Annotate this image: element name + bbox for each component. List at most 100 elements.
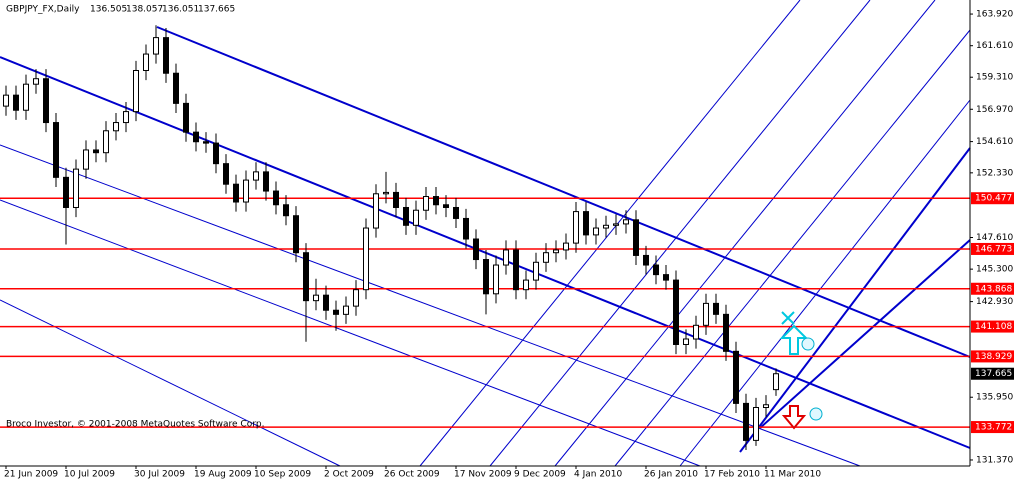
candle-body [293, 215, 299, 254]
candle-body [693, 324, 699, 340]
candle-body [373, 193, 379, 229]
candle-body [353, 289, 359, 307]
y-tick-label: 145.300 [976, 265, 1013, 275]
candles [3, 25, 779, 450]
candle-body [363, 227, 369, 291]
candle-body [753, 407, 759, 441]
level-label: 143.868 [975, 284, 1012, 294]
cross-icon [781, 311, 795, 325]
candle-body [183, 102, 189, 133]
candle-body [533, 261, 539, 281]
y-axis: 163.920 161.610 159.310 156.970 154.610 152.3… [970, 10, 1014, 465]
candle-body [403, 206, 409, 226]
y-tick-label: 135.950 [976, 393, 1013, 403]
candle-body [433, 196, 439, 206]
level-label-bg [971, 192, 1014, 205]
x-tick-label: 4 Jan 2010 [574, 470, 622, 480]
candle-body [453, 206, 459, 219]
candle-body [313, 294, 319, 302]
x-axis: 21 Jun 2009 10 Jul 2009 30 Jul 2009 19 Aug … [4, 466, 821, 480]
candle-body [523, 279, 529, 291]
candle-body [713, 302, 719, 315]
y-tick-label: 142.930 [976, 297, 1013, 307]
candle-body [103, 130, 109, 154]
icons [779, 311, 823, 430]
level-label-bg [971, 282, 1014, 295]
candle-body [383, 191, 389, 195]
fan-line [614, 29, 971, 467]
candle-body [263, 171, 269, 192]
x-tick-label: 17 Feb 2010 [704, 470, 760, 480]
candle-body [413, 209, 419, 226]
level-label-bg [971, 350, 1014, 363]
y-tick-label: 161.610 [976, 41, 1013, 51]
fan-line [679, 99, 971, 467]
fan-line [419, 0, 801, 467]
candle-body [463, 217, 469, 240]
pitchfork-line [156, 26, 971, 358]
candle-body [273, 190, 279, 206]
level-label: 133.772 [975, 423, 1012, 433]
candle-body [623, 219, 629, 225]
x-tick-label: 9 Dec 2009 [514, 470, 566, 480]
candle-body [343, 305, 349, 315]
candle-body [93, 149, 99, 154]
header-high: 138.057 [126, 5, 163, 15]
y-tick-label: 131.370 [976, 455, 1013, 465]
x-tick-label: 11 Mar 2010 [764, 470, 821, 480]
candle-body [673, 279, 679, 345]
candle-body [283, 204, 289, 217]
y-tick-label: 159.310 [976, 73, 1013, 83]
x-tick-label: 10 Sep 2009 [254, 470, 311, 480]
level-label: 141.108 [975, 322, 1012, 332]
header-low: 136.051 [162, 5, 199, 15]
x-tick-label: 17 Nov 2009 [454, 470, 512, 480]
candle-body [83, 149, 89, 170]
current-price-label: 137.665 [975, 369, 1012, 379]
candle-body [253, 171, 259, 181]
header-close: 137.665 [198, 5, 235, 15]
pitchfork-line [0, 299, 341, 467]
candle-body [43, 78, 49, 124]
candle-body [233, 183, 239, 203]
levels [0, 197, 970, 428]
candle-body [323, 294, 329, 311]
candle-body [13, 94, 19, 111]
candle-body [123, 111, 129, 124]
candle-body [33, 78, 39, 85]
x-tick-label: 26 Oct 2009 [384, 470, 440, 480]
candle-body [23, 83, 29, 111]
candle-body [443, 204, 449, 208]
candle-body [553, 249, 559, 254]
y-tick-label: 154.610 [976, 137, 1013, 147]
y-tick-label: 156.970 [976, 105, 1013, 115]
candle-body [173, 72, 179, 104]
candle-body [513, 249, 519, 291]
candle-body [593, 227, 599, 236]
candle-body [143, 53, 149, 71]
candle-body [703, 302, 709, 326]
candle-body [243, 179, 249, 203]
candle-body [223, 163, 229, 185]
x-tick-label: 21 Jun 2009 [4, 470, 58, 480]
candle-body [763, 404, 769, 409]
candle-body [603, 224, 609, 229]
pitchfork-line [0, 199, 701, 467]
hand-icon [801, 337, 815, 351]
level-label: 146.773 [975, 244, 1012, 254]
candle-body [303, 252, 309, 302]
candle-body [563, 242, 569, 251]
candle-body [573, 211, 579, 244]
header-open: 136.505 [90, 5, 127, 15]
candle-body [53, 122, 59, 178]
candle-body [583, 211, 589, 236]
candle-body [613, 223, 619, 226]
level-label: 138.929 [975, 352, 1012, 362]
copyright: Broco Investor, © 2001-2008 MetaQuotes S… [6, 420, 265, 430]
x-tick-label: 30 Jul 2009 [134, 470, 185, 480]
fan-line [554, 0, 936, 467]
y-tick-label: 152.330 [976, 168, 1013, 178]
candle-body [163, 37, 169, 74]
